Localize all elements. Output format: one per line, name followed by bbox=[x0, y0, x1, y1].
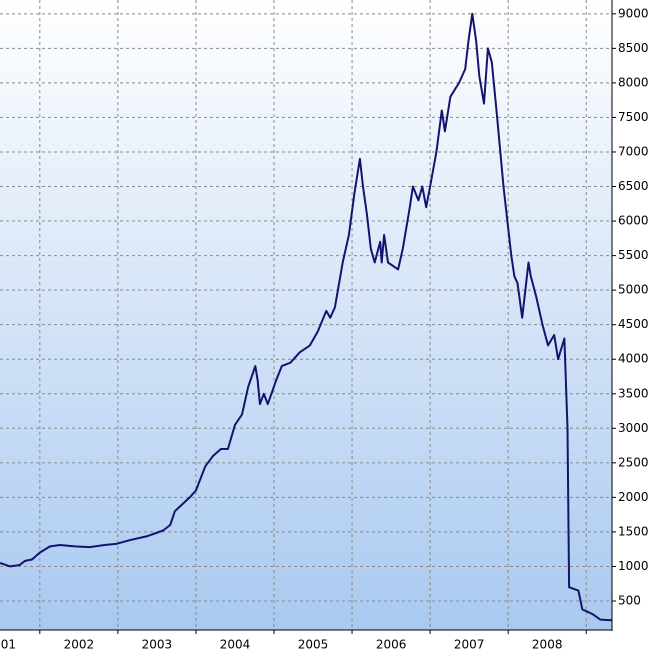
y-tick-label: 5000 bbox=[618, 283, 649, 297]
plot-background bbox=[0, 0, 612, 630]
y-tick-label: 1000 bbox=[618, 559, 649, 573]
x-tick-label: 2006 bbox=[376, 638, 407, 652]
y-tick-label: 5500 bbox=[618, 248, 649, 262]
plot bbox=[0, 12, 612, 622]
x-tick-label: 2008 bbox=[532, 638, 563, 652]
y-tick-label: 2000 bbox=[618, 490, 649, 504]
y-tick-label: 7000 bbox=[618, 144, 649, 158]
x-tick-label: 2004 bbox=[220, 638, 251, 652]
y-tick-label: 6500 bbox=[618, 179, 649, 193]
y-tick-label: 3000 bbox=[618, 421, 649, 435]
y-tick-label: 9000 bbox=[618, 6, 649, 20]
y-tick-label: 2500 bbox=[618, 455, 649, 469]
y-tick-label: 8500 bbox=[618, 41, 649, 55]
x-tick-label: 2002 bbox=[64, 638, 95, 652]
x-tick-label: 2001 bbox=[0, 638, 16, 652]
y-tick-label: 8000 bbox=[618, 75, 649, 89]
line bbox=[0, 12, 612, 622]
y-tick-label: 1500 bbox=[618, 524, 649, 538]
grid bbox=[0, 0, 612, 630]
x-tick-label: 2003 bbox=[142, 638, 173, 652]
y-tick-label: 6000 bbox=[618, 214, 649, 228]
y-tick-label: 3500 bbox=[618, 386, 649, 400]
x-tick-label: 2007 bbox=[454, 638, 485, 652]
x-tick-label: 2005 bbox=[298, 638, 329, 652]
y-tick-label: 4000 bbox=[618, 352, 649, 366]
y-tick-label: 7500 bbox=[618, 110, 649, 124]
axes: 500 1000 1500 2000 2500 3000 3500 4000 4500 5000 5… bbox=[0, 6, 649, 651]
y-tick-label: 500 bbox=[618, 593, 641, 607]
y-tick-label: 4500 bbox=[618, 317, 649, 331]
